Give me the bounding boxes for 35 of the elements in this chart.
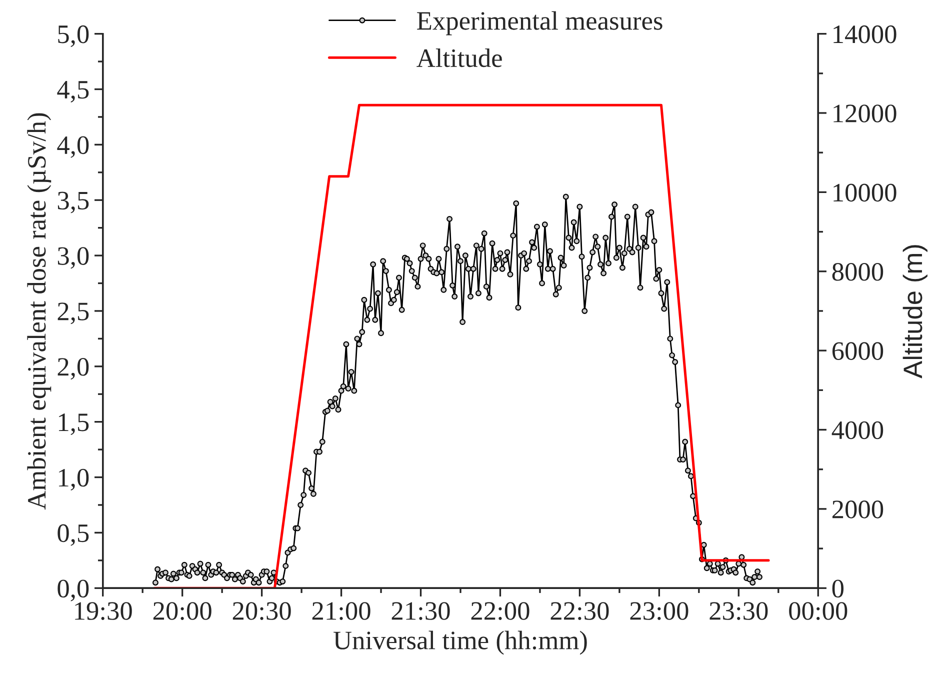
y2-tick-label: 2000: [832, 500, 884, 518]
y-tick-label: 5,0: [58, 25, 89, 48]
legend-label: Altitude: [416, 48, 502, 68]
x-tick-label: 21:00: [312, 602, 370, 620]
y-tick-label: 0,5: [58, 524, 89, 546]
x-axis-title: Universal time (hh:mm): [334, 630, 587, 655]
y2-tick-label: 4000: [832, 421, 884, 440]
y-axis-title: Ambient equivalent dose rate (µSv/h): [27, 113, 52, 510]
y2-tick-label: 12000: [834, 104, 896, 122]
x-tick-label: 20:00: [153, 602, 212, 620]
line-series: [153, 104, 770, 588]
y-tick-label: 0,0: [58, 580, 89, 602]
y2-tick-label: 14000: [834, 25, 896, 44]
y-tick-label: 2,5: [58, 302, 89, 324]
x-tick-label: 00:00: [789, 602, 848, 620]
legend-label: Experimental measures: [417, 11, 662, 36]
x-tick-label: 21:30: [392, 602, 450, 620]
y-tick-label: 3,5: [58, 192, 89, 214]
x-tick-label: 19:30: [75, 602, 132, 620]
x-tick-label: 22:30: [550, 602, 609, 620]
x-tick-label: 23:00: [630, 602, 688, 620]
y-tick-label: 2,0: [58, 358, 89, 380]
y2-tick-label: 6000: [832, 342, 884, 360]
y-tick-label: 1,0: [58, 468, 89, 490]
x-tick-label: 22:00: [471, 602, 530, 620]
y-tick-label: 4,5: [57, 81, 89, 102]
y2-tick-label: 0: [832, 580, 844, 598]
y2-axis-title: Altitude (m): [902, 245, 928, 378]
y-tick-label: 1,5: [58, 414, 89, 436]
y-tick-label: 4,0: [57, 136, 89, 158]
x-tick-label: 23:30: [710, 602, 768, 620]
x-tick-label: 20:30: [232, 602, 291, 620]
y2-tick-label: 8000: [832, 262, 884, 281]
y-tick-label: 3,0: [58, 247, 89, 269]
y2-tick-label: 10000: [834, 184, 896, 202]
